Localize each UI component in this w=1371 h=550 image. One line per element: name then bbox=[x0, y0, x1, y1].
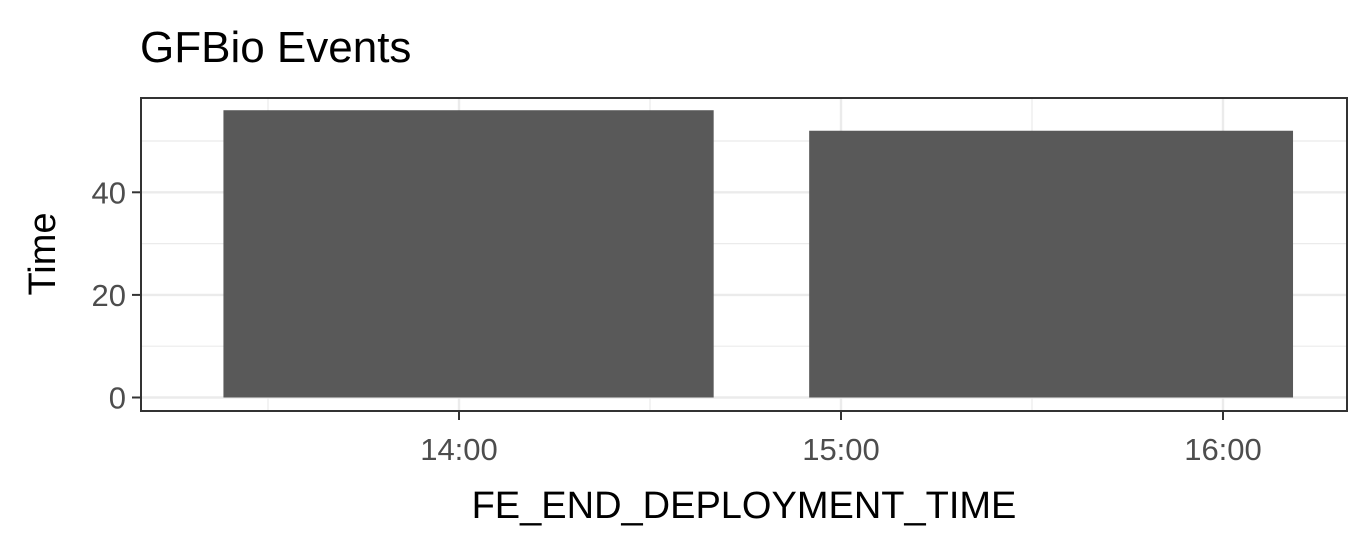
x-tick-label: 16:00 bbox=[1184, 432, 1262, 467]
y-tick-label: 0 bbox=[109, 381, 126, 416]
bars bbox=[223, 110, 1294, 398]
plot-panel-border bbox=[140, 97, 1348, 412]
bar bbox=[809, 130, 1294, 398]
y-axis: 0 20 40 bbox=[92, 175, 141, 416]
x-tick-label: 15:00 bbox=[802, 432, 880, 467]
y-tick-label: 20 bbox=[92, 278, 126, 313]
chart-title: GFBio Events bbox=[140, 23, 411, 72]
x-axis-title: FE_END_DEPLOYMENT_TIME bbox=[472, 485, 1017, 527]
y-tick-label: 40 bbox=[92, 175, 126, 210]
x-tick-label: 14:00 bbox=[420, 432, 498, 467]
x-axis: 14:00 15:00 16:00 bbox=[420, 411, 1262, 467]
bar bbox=[223, 110, 714, 398]
y-axis-title: Time bbox=[22, 212, 64, 295]
